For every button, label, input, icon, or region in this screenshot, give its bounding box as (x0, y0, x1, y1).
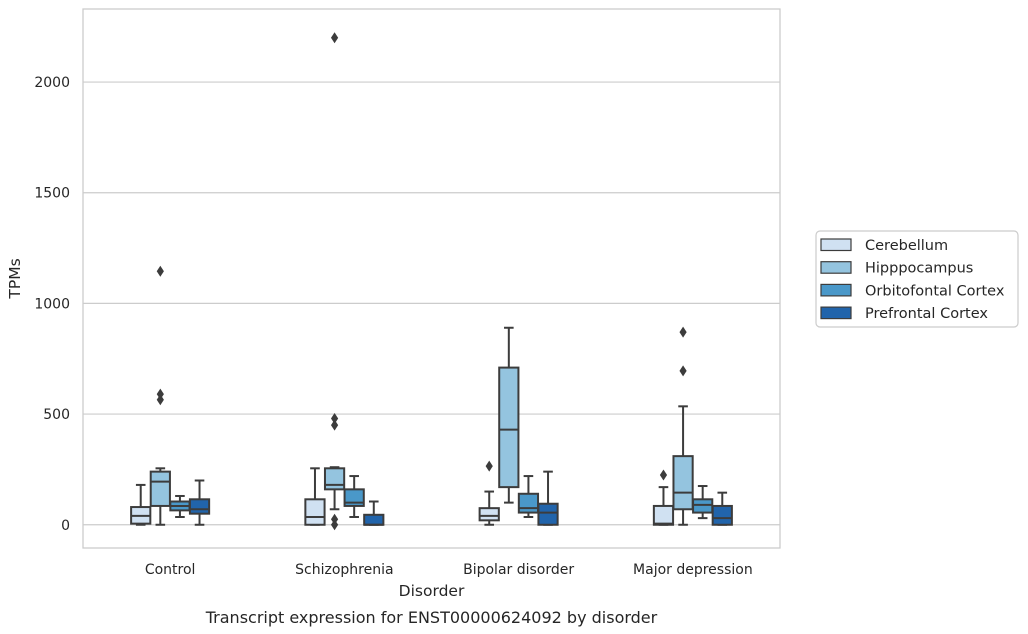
outlier-point (156, 265, 164, 277)
legend-swatch (820, 261, 852, 274)
legend-label: Hipppocampus (865, 261, 973, 277)
y-tick-label: 1000 (34, 296, 70, 312)
outlier-point (330, 519, 339, 531)
box (149, 265, 171, 526)
box-iqr (478, 507, 500, 522)
box (672, 326, 694, 526)
x-axis: Control Schizophrenia Bipolar disorder Majo… (145, 562, 753, 578)
box-iqr (363, 513, 385, 526)
box-iqr (188, 498, 211, 515)
x-tick-label: Major depression (633, 562, 753, 578)
outlier-point (330, 513, 339, 525)
x-axis-label: Disorder (399, 582, 465, 600)
outlier-point (679, 326, 687, 338)
legend-swatch (820, 306, 852, 320)
outlier-point (156, 394, 164, 406)
chart-caption: Transcript expression for ENST0000062409… (205, 608, 658, 627)
box-iqr (517, 492, 540, 514)
box (304, 467, 326, 526)
box (130, 483, 152, 526)
y-tick-label: 2000 (34, 75, 70, 91)
box (188, 479, 211, 526)
box-iqr (672, 455, 694, 511)
y-axis: 0 500 1000 1500 2000 (34, 75, 70, 534)
y-axis-label: TPMs (6, 258, 24, 299)
legend-box (815, 230, 1019, 328)
box (323, 32, 346, 531)
box (711, 491, 733, 526)
legend-label: Prefrontal Cortex (865, 306, 988, 322)
x-tick-label: Control (145, 562, 196, 578)
box-iqr (149, 470, 171, 507)
box (652, 469, 675, 526)
outlier-point (330, 419, 339, 431)
y-tick-label: 0 (61, 518, 70, 534)
box (517, 475, 540, 519)
box (498, 326, 520, 504)
box (692, 485, 714, 520)
box-iqr (537, 502, 559, 526)
outlier-point (330, 413, 339, 425)
y-tick-label: 500 (43, 407, 70, 423)
box (343, 475, 365, 519)
box (537, 470, 559, 526)
box-iqr (304, 498, 326, 526)
box-iqr (498, 366, 520, 489)
legend-swatch (820, 283, 852, 297)
legend-label: Orbitofontal Cortex (865, 283, 1005, 299)
legend-swatch (820, 238, 852, 252)
outlier-point (156, 388, 164, 400)
box (363, 500, 385, 526)
plot-frame (82, 8, 781, 549)
box-iqr (711, 504, 733, 526)
x-tick-label: Schizophrenia (295, 562, 393, 578)
outlier-point (679, 365, 687, 377)
outlier-point (485, 460, 493, 472)
box-iqr (323, 467, 346, 491)
legend-label: Cerebellum (865, 238, 948, 254)
outlier-point (659, 469, 668, 481)
x-tick-label: Bipolar disorder (463, 562, 574, 578)
legend: Cerebellum Hipppocampus Orbitofontal Corte… (815, 230, 1019, 328)
box (478, 460, 500, 526)
box-plot-area (130, 32, 733, 531)
outlier-point (330, 32, 339, 44)
box-iqr (692, 498, 714, 514)
box-iqr (652, 504, 675, 526)
y-tick-label: 1500 (34, 186, 70, 202)
box (169, 494, 191, 519)
